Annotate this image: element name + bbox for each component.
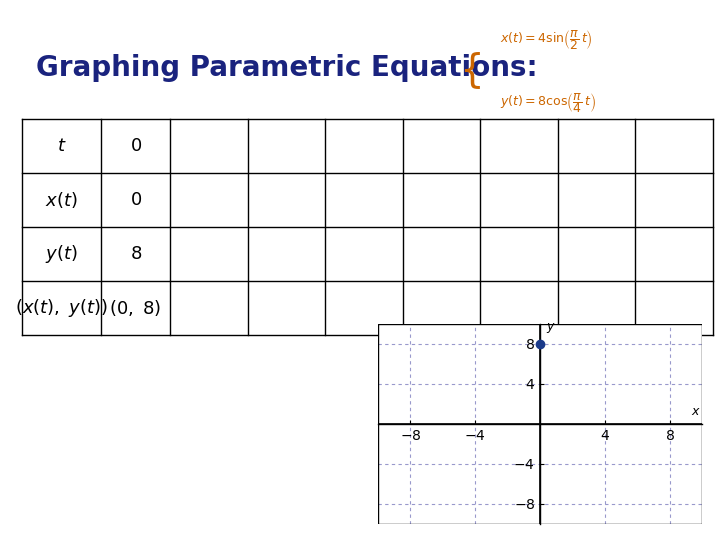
Text: Graphing Parametric Equations:: Graphing Parametric Equations: [36, 53, 538, 82]
Text: $0$: $0$ [130, 137, 142, 155]
Text: $8$: $8$ [130, 245, 142, 263]
Text: $(0,\ 8)$: $(0,\ 8)$ [109, 298, 162, 318]
Text: $x(t)$: $x(t)$ [45, 190, 78, 210]
Text: $t$: $t$ [57, 137, 66, 155]
Text: $(x(t),\ y(t))$: $(x(t),\ y(t))$ [15, 297, 108, 319]
Text: $x$: $x$ [690, 405, 701, 418]
Text: $y(t) = 8\cos\!\left(\dfrac{\pi}{4}\,t\right)$: $y(t) = 8\cos\!\left(\dfrac{\pi}{4}\,t\r… [500, 91, 596, 116]
Text: $\{$: $\{$ [459, 50, 481, 91]
Text: $0$: $0$ [130, 191, 142, 209]
Text: $y(t)$: $y(t)$ [45, 243, 78, 265]
Text: $x(t) = 4\sin\!\left(\dfrac{\pi}{2}\,t\right)$: $x(t) = 4\sin\!\left(\dfrac{\pi}{2}\,t\r… [500, 29, 593, 52]
Text: $y$: $y$ [546, 321, 557, 335]
